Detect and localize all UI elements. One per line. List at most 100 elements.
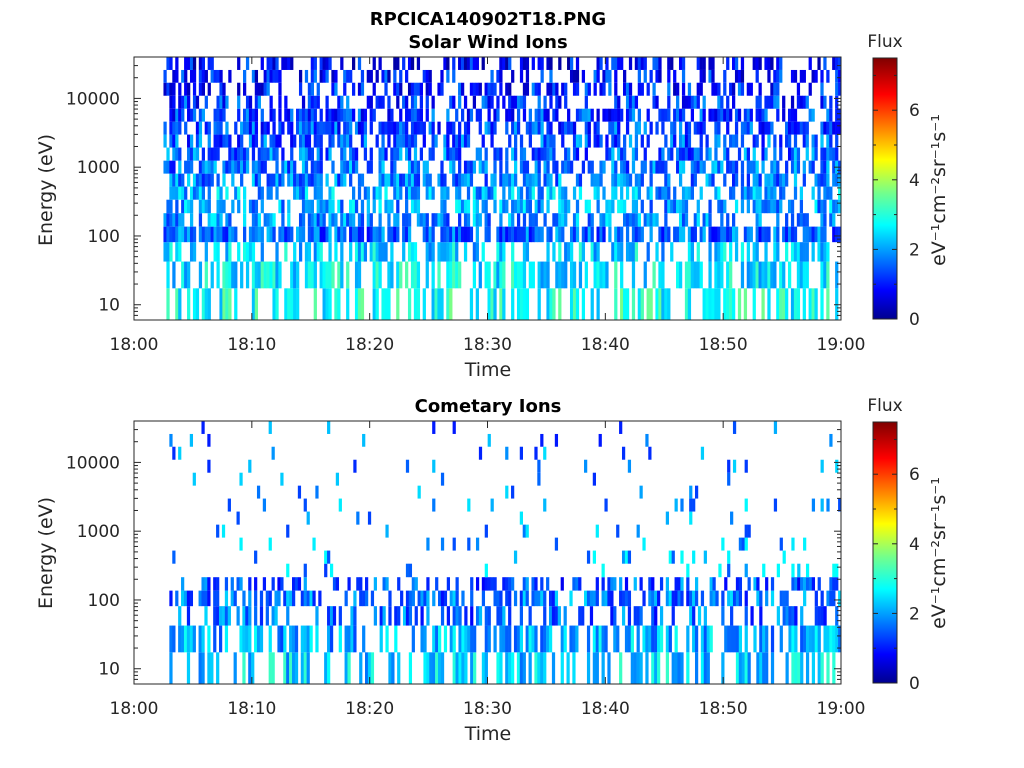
heatmap-cell — [484, 625, 488, 653]
heatmap-cell — [796, 213, 801, 227]
heatmap-cell — [304, 242, 309, 262]
heatmap-cell — [423, 625, 427, 653]
heatmap-cell — [687, 95, 692, 109]
heatmap-cell — [743, 288, 748, 320]
heatmap-cell — [721, 590, 725, 607]
heatmap-cell — [519, 160, 524, 174]
heatmap-cell — [584, 226, 588, 243]
heatmap-cell — [166, 261, 170, 289]
heatmap-cell — [602, 160, 606, 174]
heatmap-cell — [349, 173, 353, 187]
heatmap-cell — [334, 242, 338, 262]
heatmap-cell — [228, 242, 232, 262]
heatmap-cell — [405, 459, 410, 473]
heatmap-cell — [319, 186, 323, 200]
colorbar-tick-label: 6 — [909, 101, 920, 121]
heatmap-cell — [396, 134, 400, 148]
heatmap-cell — [397, 577, 401, 591]
heatmap-cell — [596, 57, 600, 70]
heatmap-cell — [543, 160, 547, 174]
heatmap-cell — [758, 108, 762, 122]
heatmap-cell — [657, 652, 661, 684]
heatmap-cell — [369, 108, 373, 122]
heatmap-cell — [723, 108, 727, 122]
heatmap-cell — [437, 213, 441, 227]
heatmap-cell — [564, 261, 568, 289]
heatmap-cell — [469, 108, 474, 122]
heatmap-cell — [790, 213, 795, 227]
heatmap-cell — [210, 147, 214, 161]
heatmap-cell — [744, 524, 748, 538]
heatmap-cell — [387, 173, 391, 187]
heatmap-cell — [522, 288, 527, 320]
heatmap-cell — [166, 226, 170, 243]
heatmap-cell — [263, 147, 267, 161]
heatmap-cell — [324, 652, 328, 684]
heatmap-cell — [636, 625, 640, 653]
heatmap-cell — [634, 95, 639, 109]
heatmap-cell — [384, 173, 388, 187]
heatmap-cell — [699, 186, 703, 200]
heatmap-cell — [257, 186, 261, 200]
heatmap-cell — [519, 511, 523, 525]
heatmap-cell — [298, 186, 303, 200]
heatmap-cell — [470, 625, 474, 653]
heatmap-cell — [189, 147, 194, 161]
heatmap-cell — [216, 261, 220, 289]
heatmap-cell — [584, 108, 588, 122]
heatmap-cell — [661, 147, 665, 161]
heatmap-cell — [478, 213, 482, 227]
heatmap-cell — [178, 173, 182, 187]
heatmap-cell — [410, 186, 415, 200]
heatmap-cell — [779, 134, 783, 148]
heatmap-cell — [572, 69, 577, 83]
heatmap-cell — [195, 134, 200, 148]
heatmap-cell — [303, 652, 307, 684]
heatmap-cell — [407, 160, 412, 174]
colorbar-title: Flux — [867, 32, 902, 52]
heatmap-cell — [434, 213, 438, 227]
heatmap-cell — [525, 226, 530, 243]
heatmap-cell — [387, 288, 391, 320]
heatmap-cell — [838, 121, 842, 135]
heatmap-cell — [540, 577, 544, 591]
heatmap-cell — [307, 121, 312, 135]
heatmap-cell — [286, 606, 290, 626]
heatmap-cell — [178, 108, 182, 122]
heatmap-cell — [319, 69, 323, 83]
heatmap-cell — [764, 199, 768, 214]
heatmap-cell — [737, 147, 742, 161]
heatmap-cell — [684, 213, 689, 227]
heatmap-cell — [303, 563, 307, 578]
heatmap-cell — [782, 590, 786, 607]
heatmap-cell — [331, 69, 335, 83]
heatmap-cell — [546, 288, 550, 320]
heatmap-cell — [363, 134, 368, 148]
heatmap-cell — [787, 147, 792, 161]
heatmap-cell — [811, 226, 815, 243]
heatmap-cell — [505, 590, 509, 607]
heatmap-cell — [422, 121, 426, 135]
heatmap-cell — [385, 577, 389, 591]
heatmap-cell — [572, 121, 577, 135]
heatmap-cell — [387, 213, 391, 227]
heatmap-cell — [633, 652, 637, 684]
heatmap-cell — [658, 288, 662, 320]
heatmap-cell — [381, 147, 385, 161]
heatmap-cell — [346, 134, 350, 148]
heatmap-cell — [534, 121, 538, 135]
heatmap-cell — [758, 95, 762, 109]
heatmap-cell — [369, 226, 373, 243]
heatmap-cell — [266, 226, 270, 243]
heatmap-cell — [198, 186, 203, 200]
heatmap-cell — [651, 590, 655, 607]
heatmap-cell — [511, 121, 515, 135]
heatmap-cell — [613, 577, 617, 591]
heatmap-cell — [372, 226, 376, 243]
heatmap-cell — [201, 577, 205, 591]
heatmap-cell — [620, 261, 624, 289]
heatmap-cell — [463, 173, 468, 187]
heatmap-cell — [732, 459, 737, 473]
heatmap-cell — [596, 108, 600, 122]
